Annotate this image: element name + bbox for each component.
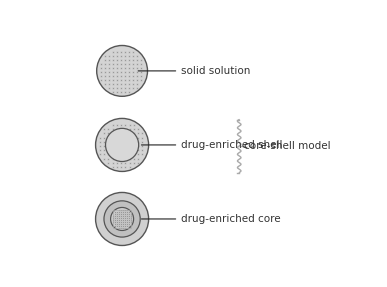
Text: core-shell model: core-shell model: [244, 141, 330, 151]
Text: drug-enriched core: drug-enriched core: [181, 214, 280, 224]
Text: solid solution: solid solution: [181, 66, 250, 76]
Text: drug-enriched shell: drug-enriched shell: [181, 140, 282, 150]
Circle shape: [104, 201, 140, 237]
Circle shape: [106, 128, 139, 162]
Bar: [113, 210, 131, 228]
Circle shape: [96, 193, 149, 245]
Circle shape: [111, 208, 134, 230]
Circle shape: [96, 119, 149, 171]
Circle shape: [97, 46, 147, 96]
